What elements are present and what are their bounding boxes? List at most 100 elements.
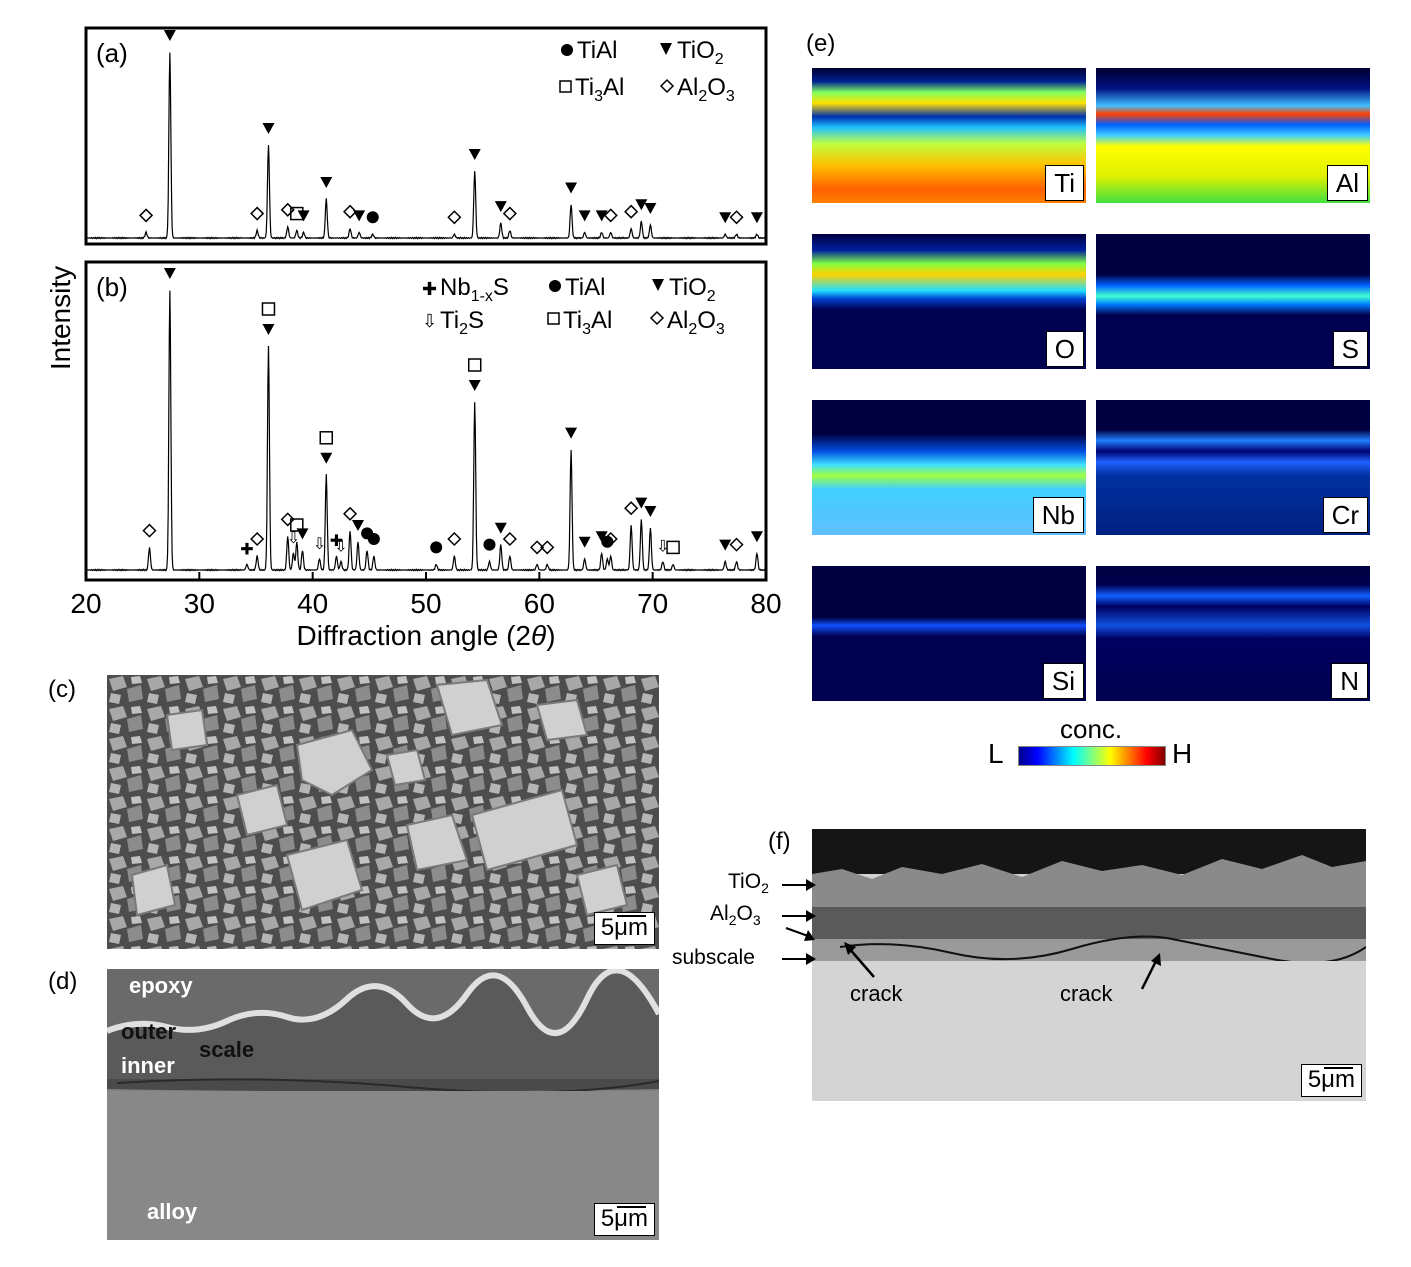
peak-marker-nb1xs: ✚ bbox=[330, 533, 343, 550]
plot-frame-b bbox=[84, 260, 768, 582]
xrd-trace-b bbox=[86, 290, 767, 572]
peak-marker-tio2 bbox=[578, 210, 591, 222]
label-outer: outer bbox=[121, 1019, 176, 1044]
cross-section-layers bbox=[107, 969, 659, 1240]
peak-marker-al2o3 bbox=[343, 506, 358, 521]
peak-marker-al2o3 bbox=[540, 540, 555, 555]
scale-bar-c: 5μm bbox=[593, 912, 655, 945]
edx-map-al: Al bbox=[1096, 68, 1370, 203]
edx-map-cr: Cr bbox=[1096, 400, 1370, 535]
peak-marker-tio2 bbox=[644, 506, 657, 517]
layer-label-subscale: subscale bbox=[672, 946, 755, 969]
peak-marker-tio2 bbox=[320, 452, 333, 464]
x-axis-label: Diffraction angle (2θ) bbox=[296, 620, 555, 651]
peak-marker-ti2s: ⇩ bbox=[656, 539, 669, 556]
peak-marker-tio2 bbox=[468, 380, 481, 391]
edx-map-nb: Nb bbox=[812, 400, 1086, 535]
peak-marker-tio2 bbox=[494, 201, 507, 213]
ti3al-marker-icon-b bbox=[547, 312, 560, 325]
bse-layers bbox=[812, 829, 1366, 1101]
edx-map-si: Si bbox=[812, 566, 1086, 701]
peak-marker-tio2 bbox=[468, 149, 481, 161]
edx-map-n: N bbox=[1096, 566, 1370, 701]
sem-surface-image: 5μm bbox=[107, 675, 659, 949]
peak-marker-tio2 bbox=[352, 520, 364, 531]
map-label-s: S bbox=[1332, 331, 1368, 367]
map-label-si: Si bbox=[1042, 663, 1084, 699]
sem-cross-section-image: epoxy outer scale inner alloy 5μm bbox=[107, 969, 659, 1240]
peak-marker-al2o3 bbox=[250, 531, 265, 547]
tial-marker-icon bbox=[561, 44, 573, 56]
peak-marker-al2o3 bbox=[447, 210, 462, 225]
layer-arrows bbox=[782, 879, 816, 965]
x-tick-label: 40 bbox=[297, 588, 328, 619]
peak-marker-tio2 bbox=[163, 30, 176, 41]
map-label-nb: Nb bbox=[1032, 497, 1084, 533]
plot-frame-a bbox=[84, 26, 768, 246]
layer-label-tio2: TiO2 bbox=[728, 870, 769, 897]
peak-marker-tio2 bbox=[635, 497, 648, 509]
peak-marker-tio2 bbox=[719, 539, 732, 551]
crack-label-1: crack bbox=[850, 981, 903, 1006]
peak-marker-tio2 bbox=[494, 522, 507, 534]
legend-al2o3-b: Al2O3 bbox=[667, 307, 725, 338]
x-tick-label: 70 bbox=[637, 588, 668, 619]
bse-cross-section-image: 5μm crack crack bbox=[812, 829, 1366, 1101]
xrd-figure: 20 30 40 50 60 70 80 ✚⇩ ⇩ ✚⇩ ⇩ (a) (b) TiAl TiO2 … bbox=[45, 26, 782, 651]
peak-marker-tio2 bbox=[595, 531, 608, 543]
peak-marker-al2o3 bbox=[603, 531, 618, 547]
peak-marker-al2o3 bbox=[142, 523, 157, 538]
colorbar-title: conc. bbox=[1060, 714, 1123, 744]
edx-map-ti: Ti bbox=[812, 68, 1086, 203]
peak-marker-tio2 bbox=[635, 199, 648, 211]
tial-marker-icon-b bbox=[549, 280, 561, 292]
y-axis-label: Intensity bbox=[45, 266, 76, 370]
label-alloy: alloy bbox=[147, 1199, 198, 1224]
panel-label-f: (f) bbox=[768, 828, 791, 855]
edx-map-o: O bbox=[812, 234, 1086, 369]
panel-label-d: (d) bbox=[48, 968, 78, 995]
peak-marker-al2o3 bbox=[280, 202, 295, 217]
map-label-ti: Ti bbox=[1045, 165, 1084, 201]
peak-marker-tio2 bbox=[750, 531, 763, 543]
legend-al2o3: Al2O3 bbox=[677, 74, 735, 105]
peak-marker-tio2 bbox=[644, 202, 657, 214]
peak-marker-tio2 bbox=[565, 182, 578, 194]
peak-marker-ti3al bbox=[467, 358, 482, 372]
peak-marker-tio2 bbox=[320, 176, 333, 188]
map-label-cr: Cr bbox=[1322, 497, 1368, 533]
layer-label-al2o3: Al2O3 bbox=[710, 902, 761, 929]
peak-marker-tio2 bbox=[578, 536, 591, 548]
scale-bar-f: 5μm bbox=[1300, 1064, 1362, 1097]
peak-marker-tial bbox=[430, 541, 443, 554]
tio2-marker-icon-b bbox=[652, 279, 664, 291]
scale-bar-d: 5μm bbox=[593, 1203, 655, 1236]
al2o3-marker-icon bbox=[659, 78, 675, 94]
peak-marker-al2o3 bbox=[603, 208, 618, 223]
peak-marker-al2o3 bbox=[447, 531, 462, 547]
edx-map-s: S bbox=[1096, 234, 1370, 369]
legend-ti3al: Ti3Al bbox=[575, 74, 624, 105]
panel-label-e: (e) bbox=[806, 30, 836, 57]
peak-marker-tial bbox=[367, 533, 380, 545]
label-scale: scale bbox=[199, 1037, 255, 1062]
peak-marker-tio2 bbox=[750, 212, 763, 224]
peak-marker-al2o3 bbox=[250, 206, 265, 221]
peak-marker-al2o3 bbox=[343, 204, 358, 219]
peak-marker-al2o3 bbox=[139, 208, 154, 223]
peak-marker-al2o3 bbox=[502, 206, 517, 221]
peak-marker-ti3al bbox=[290, 518, 304, 532]
peak-marker-ti3al bbox=[666, 540, 680, 555]
legend-a: TiAl TiO2 Ti3Al Al2O3 bbox=[559, 37, 735, 105]
ti3al-marker-icon bbox=[559, 80, 572, 93]
panel-label-b: (b) bbox=[96, 272, 128, 302]
peak-marker-al2o3 bbox=[729, 210, 744, 225]
peak-markers-b: ✚⇩ ⇩ ✚⇩ ⇩ bbox=[142, 268, 763, 558]
x-tick-label: 60 bbox=[524, 588, 555, 619]
legend-nbs: Nb1-xS bbox=[440, 274, 509, 305]
peak-marker-ti3al bbox=[319, 431, 334, 445]
x-ticks: 20 30 40 50 60 70 80 bbox=[70, 572, 782, 619]
legend-b: ✚ Nb1-xS TiAl TiO2 ⇩ Ti2S Ti3Al Al2O3 bbox=[422, 274, 725, 338]
legend-tial-b: TiAl bbox=[565, 274, 605, 301]
x-tick-label: 30 bbox=[184, 588, 215, 619]
